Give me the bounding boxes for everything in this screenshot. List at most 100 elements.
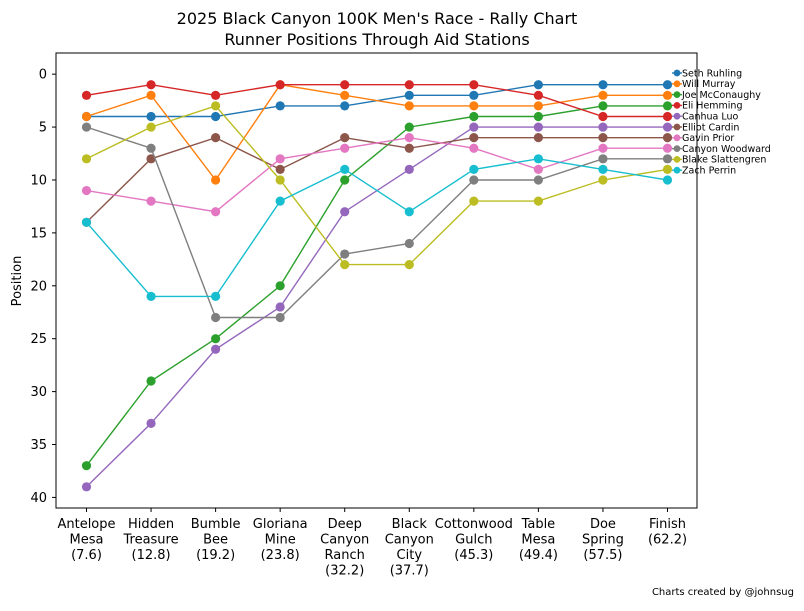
legend-swatch-marker: [673, 91, 681, 98]
legend-item: Canyon Woodward: [672, 144, 771, 155]
legend-label: Eli Hemming: [682, 101, 743, 112]
data-point: [469, 111, 479, 122]
series-will-murray: [81, 80, 673, 185]
data-point: [469, 122, 479, 132]
data-point: [146, 418, 156, 428]
legend-label: Zach Perrin: [682, 166, 736, 177]
data-point: [81, 185, 92, 196]
data-point: [81, 461, 92, 471]
series-line: [85, 158, 668, 298]
data-point: [211, 90, 221, 100]
data-point: [275, 302, 285, 312]
data-point: [404, 207, 414, 217]
legend-swatch-marker: [673, 102, 681, 109]
data-point: [211, 207, 221, 217]
data-point: [598, 111, 608, 122]
legend-swatch-marker: [673, 134, 681, 142]
data-point: [662, 101, 673, 111]
data-point: [340, 80, 350, 90]
data-point: [146, 291, 156, 301]
data-point: [275, 154, 285, 164]
data-point: [340, 133, 350, 143]
data-point: [146, 376, 156, 386]
data-point: [598, 154, 608, 164]
legend-item: Seth Ruhling: [672, 68, 742, 79]
y-tick-label: 20: [30, 279, 47, 294]
data-point: [275, 101, 285, 111]
data-point: [146, 80, 156, 90]
legend-label: Will Murray: [682, 79, 736, 90]
legend-swatch-marker: [673, 156, 681, 163]
data-point: [598, 101, 608, 111]
legend-swatch-marker: [673, 123, 681, 131]
data-point: [662, 133, 673, 143]
legend-swatch-marker: [673, 166, 681, 174]
data-point: [469, 80, 479, 90]
data-point: [275, 80, 285, 90]
data-point: [598, 143, 608, 153]
data-point: [340, 175, 350, 185]
y-axis-label: Position: [10, 256, 25, 307]
legend-swatch-marker: [673, 80, 681, 88]
data-point: [404, 101, 414, 111]
x-tick-label: Bumble Bee (19.2): [191, 517, 241, 563]
series-line: [85, 105, 668, 467]
x-tick-label: Cottonwood Gulch (45.3): [435, 517, 513, 563]
data-point: [211, 334, 221, 344]
data-point: [146, 90, 156, 100]
y-tick-label: 30: [30, 385, 47, 400]
legend-item: Eli Hemming: [672, 101, 743, 112]
data-point: [211, 291, 221, 301]
series-line: [86, 136, 668, 213]
data-point: [598, 122, 608, 132]
data-point: [404, 80, 414, 90]
data-point: [275, 281, 285, 291]
x-tick-label: Black Canyon City (37.7): [385, 517, 434, 579]
legend-label: Seth Ruhling: [682, 68, 742, 79]
data-point: [146, 143, 156, 153]
x-tick-label: Table Mesa (49.4): [519, 517, 558, 563]
data-point: [469, 175, 479, 185]
data-point: [146, 154, 156, 164]
y-tick-label: 40: [30, 491, 47, 506]
series-line: [86, 105, 668, 266]
legend-item: Canhua Luo: [672, 112, 739, 123]
series-zach-perrin: [81, 154, 673, 301]
legend-swatch-marker: [673, 112, 681, 120]
legend-item: Gavin Prior: [672, 133, 734, 144]
chart-credit: Charts created by @johnsug: [652, 587, 794, 598]
data-point: [340, 207, 350, 217]
series-canhua-luo: [81, 122, 673, 492]
data-point: [533, 101, 543, 111]
data-point: [598, 164, 608, 174]
legend-item: Zach Perrin: [672, 166, 736, 177]
data-point: [340, 101, 350, 111]
data-point: [146, 111, 156, 122]
data-point: [533, 133, 543, 143]
data-point: [340, 90, 350, 100]
data-point: [404, 133, 414, 143]
data-point: [533, 80, 543, 90]
data-point: [662, 122, 673, 132]
x-tick-label: Doe Spring (57.5): [582, 517, 624, 563]
data-point: [340, 164, 350, 174]
data-point: [275, 196, 285, 206]
data-point: [146, 196, 156, 206]
legend-swatch-marker: [673, 145, 681, 153]
series-joe-mcconaughy: [81, 101, 673, 471]
legend-item: Will Murray: [672, 79, 736, 90]
data-point: [81, 111, 92, 122]
data-point: [340, 143, 350, 153]
data-point: [81, 90, 92, 100]
data-point: [404, 90, 414, 100]
data-point: [662, 111, 673, 122]
data-point: [662, 143, 673, 153]
legend-label: Blake Slattengren: [682, 155, 766, 166]
data-point: [211, 133, 221, 143]
y-tick-label: 15: [30, 226, 47, 241]
data-point: [81, 217, 92, 227]
data-point: [404, 164, 414, 174]
y-tick-label: 0: [39, 68, 47, 83]
x-tick-label: Gloriana Mine (23.8): [253, 517, 308, 563]
